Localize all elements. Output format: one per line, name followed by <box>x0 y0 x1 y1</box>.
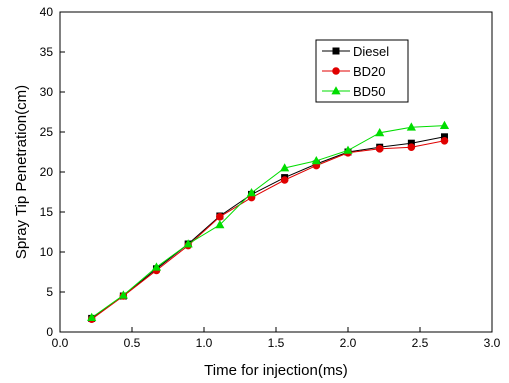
data-point-bd50 <box>183 239 193 248</box>
data-point-diesel <box>440 133 448 141</box>
series-line-bd50 <box>91 125 445 319</box>
legend-label-bd50: BD50 <box>353 84 386 99</box>
series-line-bd20 <box>91 140 445 320</box>
data-point-bd50 <box>118 290 128 299</box>
data-point-bd20 <box>216 213 224 221</box>
y-tick-label: 10 <box>40 245 54 259</box>
data-point-bd20 <box>407 143 416 151</box>
x-axis: 0.0 0.5 1.0 1.5 2.0 2.5 3.0 <box>52 327 501 350</box>
y-axis: 0 5 10 15 20 25 30 35 40 <box>40 5 65 339</box>
legend-marker-bd50 <box>331 86 341 95</box>
legend: Diesel BD20 BD50 <box>315 39 409 103</box>
x-tick-label: 0.5 <box>124 336 141 350</box>
data-point-bd20 <box>375 145 384 153</box>
legend-marker-bd20 <box>332 67 340 75</box>
y-tick-label: 30 <box>40 85 54 99</box>
data-point-bd50 <box>246 188 257 197</box>
x-tick-label: 2.0 <box>340 336 357 350</box>
x-tick-label: 1.0 <box>196 336 213 350</box>
data-point-bd50 <box>375 128 385 137</box>
y-tick-label: 20 <box>40 165 54 179</box>
data-point-bd50 <box>151 262 162 271</box>
data-point-bd50 <box>311 156 321 165</box>
x-tick-label: 1.5 <box>268 336 285 350</box>
x-tick-label: 3.0 <box>484 336 501 350</box>
data-point-bd50 <box>439 120 450 129</box>
y-tick-label: 35 <box>40 45 54 59</box>
y-tick-label: 15 <box>40 205 54 219</box>
data-point-bd50 <box>87 312 97 321</box>
y-tick-label: 40 <box>40 5 54 19</box>
plot-area <box>59 11 493 333</box>
x-tick-label: 0.0 <box>52 336 69 350</box>
legend-label-bd20: BD20 <box>353 64 386 79</box>
data-point-diesel <box>407 139 415 147</box>
y-tick-label: 25 <box>40 125 54 139</box>
y-axis-title: Spray Tip Penetration(cm) <box>13 85 30 259</box>
series-layer <box>87 120 450 324</box>
x-axis-title: Time for injection(ms) <box>204 362 348 379</box>
data-point-bd50 <box>280 163 290 172</box>
x-tick-label: 2.5 <box>412 336 429 350</box>
legend-label-diesel: Diesel <box>353 44 389 59</box>
y-tick-label: 5 <box>46 285 53 299</box>
series-bd50 <box>87 120 450 321</box>
series-line-diesel <box>91 136 445 319</box>
data-point-bd20 <box>280 176 289 184</box>
data-point-bd50 <box>343 145 353 154</box>
data-point-bd50 <box>406 122 416 131</box>
y-tick-label: 0 <box>46 325 53 339</box>
data-point-bd20 <box>440 137 449 145</box>
legend-marker-diesel <box>332 47 340 55</box>
data-point-bd50 <box>215 220 225 229</box>
